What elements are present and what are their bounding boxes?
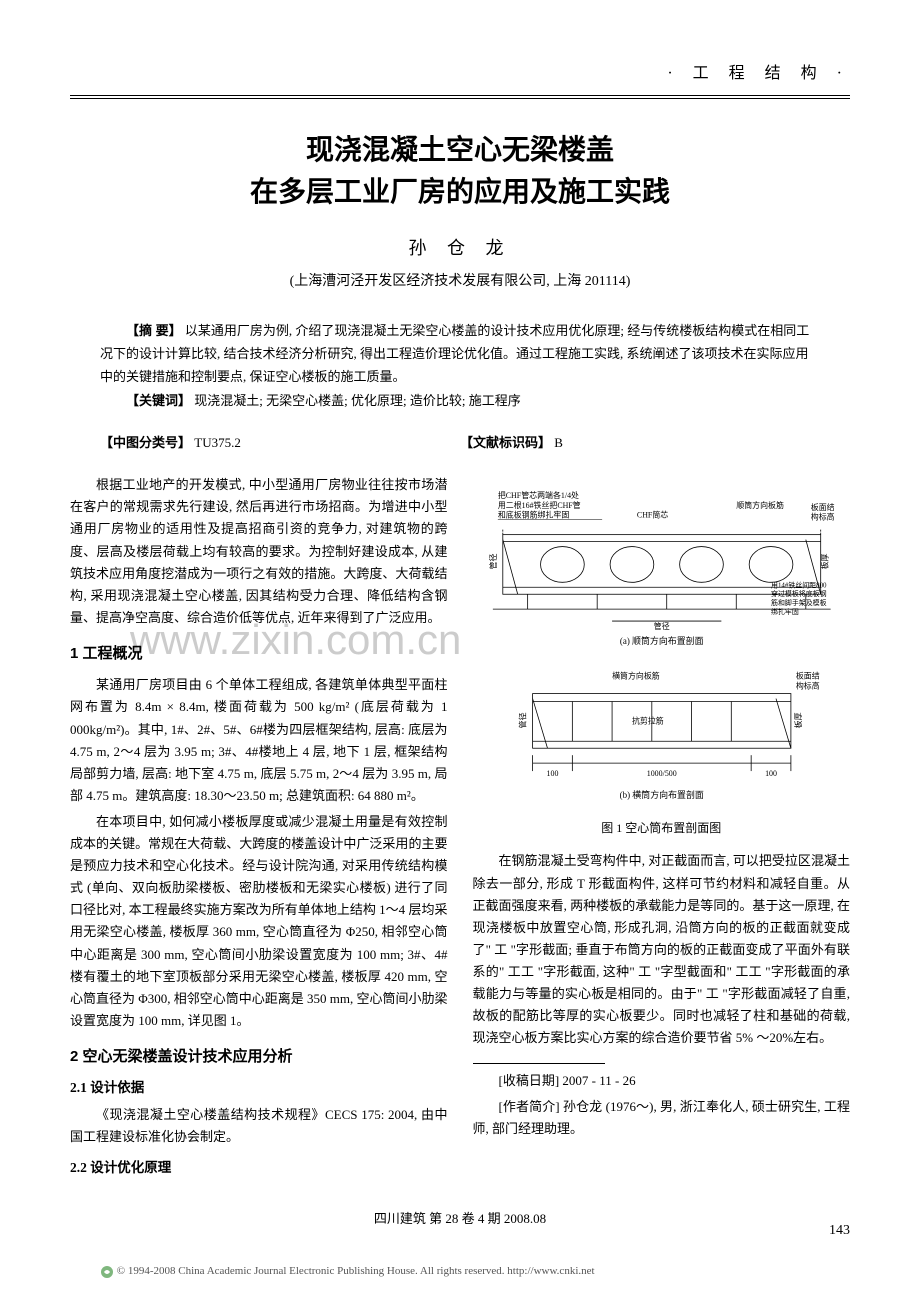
author-name: 孙 仓 龙 [70, 233, 850, 264]
section-2-heading: 2 空心无梁楼盖设计技术应用分析 [70, 1044, 448, 1070]
section-2-1-p: 《现浇混凝土空心楼盖结构技术规程》CECS 175: 2004, 由中国工程建设… [70, 1104, 448, 1148]
svg-text:穿过模板将底板钢: 穿过模板将底板钢 [771, 589, 827, 598]
svg-text:构标高: 构标高 [795, 681, 819, 691]
fig-a-shun-rebar: 顺筒方向板筋 [736, 500, 784, 510]
left-column: 根据工业地产的开发模式, 中小型通用厂房物业往往按市场潜在客户的常规需求先行建设… [70, 474, 448, 1183]
fig-b-slab-thick: 板厚 [792, 713, 802, 729]
fig-a-wire-note-1: 用14#铁丝间距800 [771, 581, 827, 590]
two-column-body: www.zixin.com.cn 根据工业地产的开发模式, 中小型通用厂房物业往… [70, 474, 850, 1183]
section-2-1-heading: 2.1 设计依据 [70, 1077, 448, 1100]
clc-label: 【中图分类号】 [100, 435, 191, 450]
author-affiliation: (上海漕河泾开发区经济技术发展有限公司, 上海 201114) [70, 270, 850, 294]
section-2-2-heading: 2.2 设计优化原理 [70, 1157, 448, 1180]
right-column: 把CHF管芯两端各1/4处 用二根16#铁丝把CHF管 和底板钢筋绑扎牢固 CH… [473, 474, 851, 1183]
section-1-p2: 在本项目中, 如何减小楼板厚度或减少混凝土用量是有效控制成本的关键。常规在大荷载… [70, 811, 448, 1032]
section-1-heading: 1 工程概况 [70, 641, 448, 667]
svg-text:用二根16#铁丝把CHF管: 用二根16#铁丝把CHF管 [497, 500, 580, 510]
doccode: B [554, 435, 563, 450]
fig-a-chf-label: CHF筒芯 [636, 510, 667, 520]
fig-a-caption: (a) 顺筒方向布置剖面 [619, 635, 703, 646]
svg-text:板面结: 板面结 [795, 671, 819, 681]
fig-b-dim-mid: 1000/500 [646, 769, 676, 778]
figure-1: 把CHF管芯两端各1/4处 用二根16#铁丝把CHF管 和底板钢筋绑扎牢固 CH… [473, 480, 851, 808]
right-col-p1: 在钢筋混凝土受弯构件中, 对正截面而言, 可以把受拉区混凝土除去一部分, 形成 … [473, 850, 851, 1049]
fig-b-dim-100-r: 100 [765, 769, 777, 778]
fig-b-pipe-dia: 管径 [517, 713, 527, 729]
abstract-label: 【摘 要】 [126, 323, 182, 338]
title-line-2: 在多层工业厂房的应用及施工实践 [250, 176, 670, 207]
header-category: · 工 程 结 构 · [70, 60, 850, 87]
fig-a-tie-note: 把CHF管芯两端各1/4处 [497, 490, 578, 500]
copyright-text: © 1994-2008 China Academic Journal Elect… [117, 1265, 595, 1277]
intro-paragraph: 根据工业地产的开发模式, 中小型通用厂房物业往往按市场潜在客户的常规需求先行建设… [70, 474, 448, 629]
fig-b-heng-rebar: 横筒方向板筋 [612, 671, 660, 681]
figure-1-caption: 图 1 空心筒布置剖面图 [473, 818, 851, 838]
fig-b-dim-100-l: 100 [546, 769, 558, 778]
keywords-label: 【关键词】 [126, 393, 191, 408]
section-1-p1: 某通用厂房项目由 6 个单体工程组成, 各建筑单体典型平面柱网布置为 8.4m … [70, 674, 448, 807]
fig-a-pipe-dia-2: 管径 [653, 621, 669, 631]
copyright-line: © 1994-2008 China Academic Journal Elect… [70, 1262, 850, 1281]
fig-b-shear: 抗剪拉筋 [631, 716, 663, 726]
fig-a-slab-top: 板面结 [810, 502, 834, 512]
article-title: 现浇混凝土空心无梁楼盖 在多层工业厂房的应用及施工实践 [70, 129, 850, 213]
fig-b-caption: (b) 横筒方向布置剖面 [619, 789, 703, 800]
svg-text:和底板钢筋绑扎牢固: 和底板钢筋绑扎牢固 [497, 510, 568, 520]
footnote-rule [473, 1063, 605, 1064]
abstract-block: 【摘 要】 以某通用厂房为例, 介绍了现浇混凝土无梁空心楼盖的设计技术应用优化原… [70, 319, 850, 413]
header-rule [70, 95, 850, 99]
classification-row: 【中图分类号】 TU375.2 【文献标识码】 B [70, 432, 850, 454]
fig-a-pipe-dia: 管径 [487, 554, 497, 570]
abstract-text: 以某通用厂房为例, 介绍了现浇混凝土无梁空心楼盖的设计技术应用优化原理; 经与传… [100, 323, 809, 385]
page-footer: 四川建筑 第 28 卷 4 期 2008.08 143 © 1994-2008 … [70, 1208, 850, 1281]
svg-text:构标高: 构标高 [810, 512, 834, 522]
svg-text:筋和脚手架及模板: 筋和脚手架及模板 [771, 598, 827, 607]
figure-1-svg: 把CHF管芯两端各1/4处 用二根16#铁丝把CHF管 和底板钢筋绑扎牢固 CH… [473, 480, 851, 808]
title-line-1: 现浇混凝土空心无梁楼盖 [306, 134, 614, 165]
footnote-author-bio: [作者简介] 孙仓龙 (1976～), 男, 浙江奉化人, 硕士研究生, 工程师… [473, 1096, 851, 1140]
doccode-label: 【文献标识码】 [460, 435, 551, 450]
publisher-icon [100, 1265, 114, 1279]
svg-text:绑扎牢固: 绑扎牢固 [771, 607, 799, 616]
clc-code: TU375.2 [194, 435, 241, 450]
keywords-text: 现浇混凝土; 无梁空心楼盖; 优化原理; 造价比较; 施工程序 [194, 393, 520, 408]
footnote-received: [收稿日期] 2007 - 11 - 26 [473, 1070, 851, 1092]
fig-a-slab-thick: 板厚 [819, 554, 829, 570]
